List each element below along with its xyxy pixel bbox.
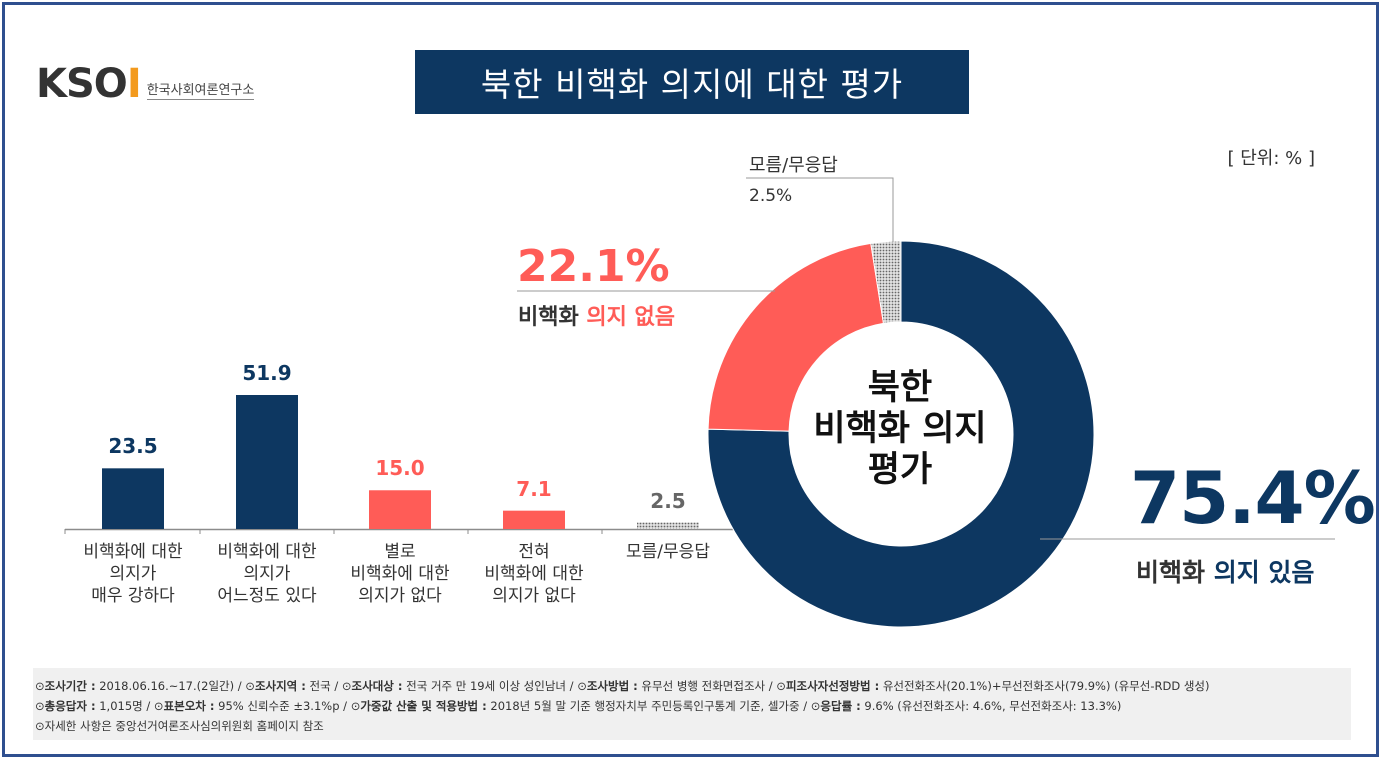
pie-label-yes-name: 비핵화 의지 있음 (1136, 553, 1314, 589)
bar-category-label: 별로 비핵화에 대한 의지가 없다 (333, 541, 467, 607)
survey-footer: ⊙조사기간 : 2018.06.16.~17.(2일간) / ⊙조사지역 : 전… (33, 668, 1351, 740)
footer-bullet: ⊙ (153, 699, 164, 713)
ksoi-logo: KSOI 한국사회여론연구소 (36, 60, 255, 107)
footer-note: 자세한 사항은 중앙선거여론조사심의위원회 홈페이지 참조 (44, 719, 324, 733)
logo-subtitle: 한국사회여론연구소 (146, 79, 255, 100)
pie-label-yes-pct: 75.4% (1130, 456, 1376, 540)
bar-category-line: 비핵화에 대한 (484, 564, 584, 584)
center-line-2: 비핵화 의지 (813, 409, 987, 449)
bar-category-label: 모름/무응답 (601, 541, 735, 563)
bar-3 (369, 490, 431, 529)
footer-item-value: 유무선 병행 전화면접조사 / (637, 679, 777, 693)
footer-item-label: 조사방법 : (586, 679, 638, 693)
center-line-3: 평가 (867, 450, 933, 490)
footer-item-value: 전국 / (305, 679, 342, 693)
pie-label-no-pre: 비핵화 (518, 305, 579, 330)
pie-label-dk-pct: 2.5% (749, 186, 793, 206)
logo-mark: KSOI (36, 61, 142, 107)
footer-bullet: ⊙ (350, 699, 361, 713)
footer-item-label: 조사기간 : (44, 679, 96, 693)
bar-value-label: 51.9 (242, 361, 292, 385)
footer-item-label: 가중값 산출 및 적용방법 : (360, 699, 487, 713)
footer-item-label: 조사대상 : (351, 679, 403, 693)
donut-slice-2 (707, 242, 885, 432)
pie-label-no-post: 의지 없음 (578, 305, 676, 330)
footer-item-value: 95% 신뢰수준 ±3.1%p / (214, 699, 351, 713)
bar-4 (503, 510, 565, 529)
footer-item-value: 전국 거주 만 19세 이상 성인남녀 / (402, 679, 578, 693)
bar-value-label: 7.1 (516, 476, 552, 501)
footer-item-label: 피조사자선정방법 : (785, 679, 880, 693)
footer-item-label: 응답률 : (820, 699, 861, 713)
footer-item-value: 2018년 5월 말 기준 행정자치부 주민등록인구통계 기준, 셀가중 / (486, 699, 811, 713)
footer-item-value: 2018.06.16.~17.(2일간) / (95, 679, 246, 693)
footer-item-value: 9.6% (유선전화조사: 4.6%, 무선전화조사: 13.3%) (860, 699, 1122, 713)
bar-category-line: 의지가 없다 (358, 586, 442, 606)
bar-category-line: 어느정도 있다 (217, 586, 317, 606)
bar-category-line: 매우 강하다 (91, 586, 175, 606)
pie-label-yes-post: 의지 있음 (1205, 558, 1315, 587)
footer-item-value: 1,015명 / (95, 699, 154, 713)
footer-bullet: ⊙ (341, 679, 352, 693)
pie-label-no-pct: 22.1% (517, 241, 670, 292)
donut-slice-1 (707, 240, 1095, 628)
bar-category-label: 전혀 비핵화에 대한 의지가 없다 (467, 541, 601, 607)
unit-label: [ 단위: % ] (1227, 148, 1316, 169)
footer-line-3: ⊙자세한 사항은 중앙선거여론조사심의위원회 홈페이지 참조 (35, 716, 1351, 736)
footer-line-1: ⊙조사기간 : 2018.06.16.~17.(2일간) / ⊙조사지역 : 전… (35, 676, 1351, 696)
bar-2 (236, 395, 298, 529)
pie-label-dk-name: 모름/무응답 (749, 155, 838, 176)
bar-1 (102, 468, 164, 529)
bar-category-line: 비핵화에 대한 (217, 542, 317, 562)
bar-category-line: 별로 (384, 542, 416, 562)
footer-item-value: 유선전화조사(20.1%)+무선전화조사(79.9%) (유무선-RDD 생성) (879, 679, 1210, 693)
bar-category-line: 의지가 (109, 564, 157, 584)
logo-mark-accent: I (126, 61, 142, 107)
footer-item-label: 총응답자 : (44, 699, 96, 713)
bar-category-label: 비핵화에 대한 의지가 매우 강하다 (66, 541, 200, 607)
footer-bullet: ⊙ (577, 679, 587, 693)
leader-line-dk (746, 177, 894, 242)
footer-bullet: ⊙ (35, 679, 45, 693)
bar-category-line: 의지가 (243, 564, 291, 584)
bar-category-line: 전혀 (518, 542, 550, 562)
center-line-1: 북한 (867, 368, 933, 408)
bar-value-label: 2.5 (650, 488, 686, 513)
bar-value-label: 23.5 (108, 434, 158, 459)
donut-center-label: 북한 비핵화 의지 평가 (790, 368, 1010, 491)
page-title: 북한 비핵화 의지에 대한 평가 (415, 50, 969, 114)
bar-value-label: 15.0 (375, 456, 425, 481)
footer-bullet: ⊙ (810, 699, 821, 713)
footer-item-label: 조사지역 : (254, 679, 306, 693)
bar-category-line: 모름/무응답 (626, 542, 710, 562)
footer-bullet: ⊙ (35, 719, 45, 733)
footer-item-label: 표본오차 : (163, 699, 215, 713)
footer-bullet: ⊙ (35, 699, 45, 713)
bar-category-label: 비핵화에 대한 의지가 어느정도 있다 (200, 541, 334, 607)
donut-slice-3 (870, 240, 902, 324)
logo-mark-main: KSO (36, 61, 128, 107)
bar-5 (637, 522, 699, 529)
bar-category-line: 비핵화에 대한 (350, 564, 450, 584)
bar-category-line: 의지가 없다 (492, 586, 576, 606)
pie-label-no-name: 비핵화 의지 없음 (518, 299, 675, 331)
footer-bullet: ⊙ (245, 679, 255, 693)
bar-category-line: 비핵화에 대한 (83, 542, 183, 562)
pie-label-yes-pre: 비핵화 (1136, 558, 1206, 587)
footer-bullet: ⊙ (776, 679, 786, 693)
footer-line-2: ⊙총응답자 : 1,015명 / ⊙표본오차 : 95% 신뢰수준 ±3.1%p… (35, 696, 1351, 716)
slide-frame (2, 2, 1379, 757)
